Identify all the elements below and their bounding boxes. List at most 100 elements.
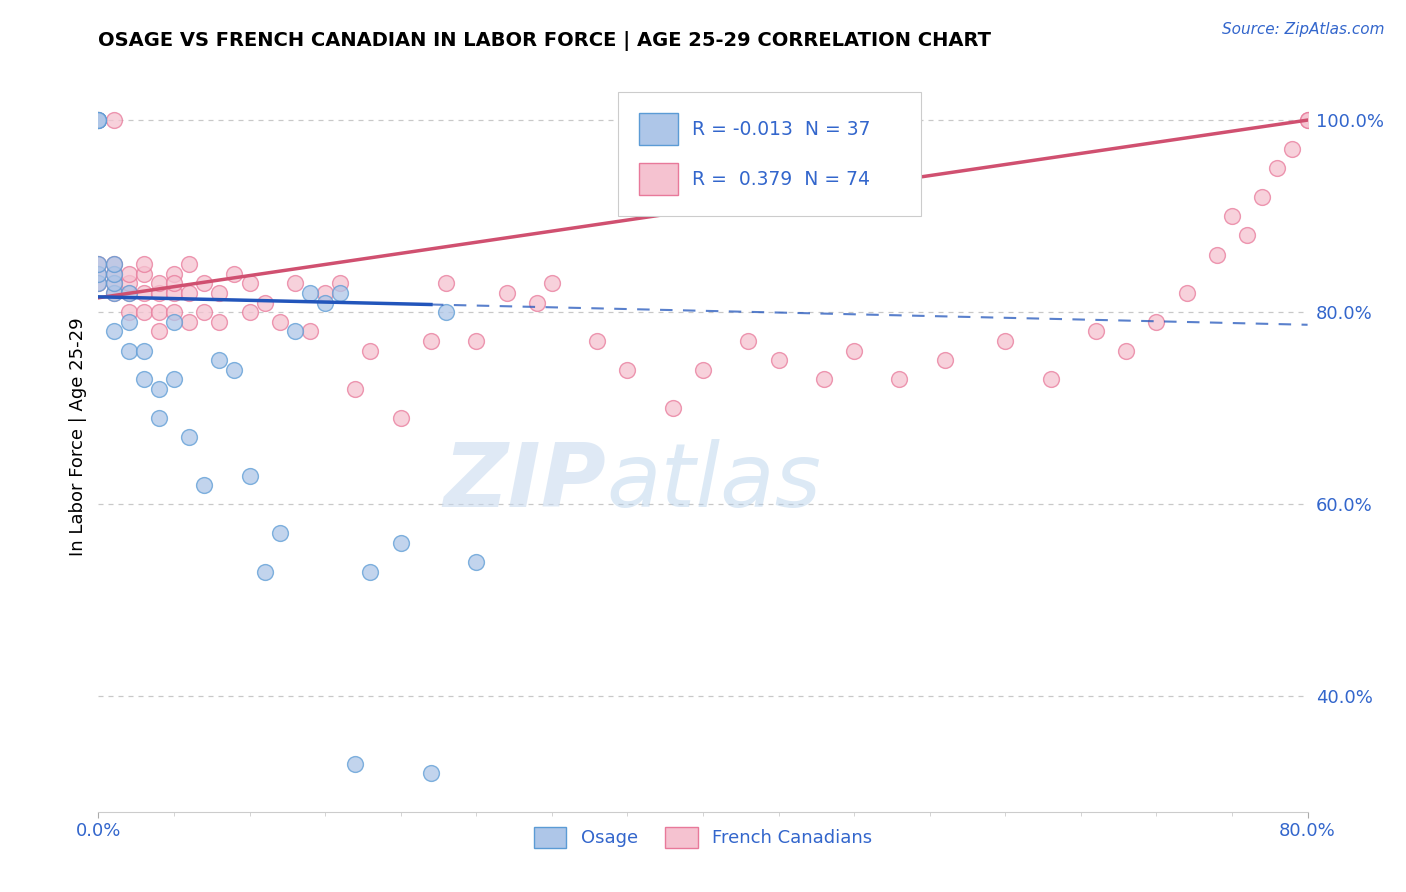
Point xyxy=(616,363,638,377)
Point xyxy=(87,113,110,128)
Point xyxy=(103,277,125,291)
Point xyxy=(208,353,231,368)
Point xyxy=(540,277,562,291)
Point xyxy=(87,257,110,271)
Point xyxy=(360,565,382,579)
Point xyxy=(329,285,352,300)
Point xyxy=(434,277,457,291)
Point xyxy=(661,401,683,416)
Point xyxy=(1251,190,1274,204)
Bar xyxy=(638,163,678,194)
Point xyxy=(118,305,141,319)
Point xyxy=(1296,113,1319,128)
Point xyxy=(132,372,155,386)
Point xyxy=(132,285,155,300)
Point xyxy=(889,372,911,386)
Point xyxy=(179,430,201,444)
Point xyxy=(1085,325,1108,339)
Point xyxy=(253,295,276,310)
Point xyxy=(118,315,141,329)
Point xyxy=(87,277,110,291)
Point xyxy=(269,526,291,541)
Point xyxy=(253,565,276,579)
Point xyxy=(103,267,125,281)
Point xyxy=(132,343,155,358)
Point xyxy=(768,353,790,368)
Point xyxy=(103,267,125,281)
Point xyxy=(87,267,110,281)
Point xyxy=(465,555,488,569)
Point xyxy=(934,353,956,368)
Text: ZIP: ZIP xyxy=(443,439,606,525)
Point xyxy=(1296,113,1319,128)
Point xyxy=(148,285,170,300)
Point xyxy=(1267,161,1289,175)
Point xyxy=(163,315,186,329)
FancyBboxPatch shape xyxy=(619,93,921,216)
Point xyxy=(132,305,155,319)
Point xyxy=(132,267,155,281)
Point xyxy=(103,325,125,339)
Point xyxy=(420,766,443,780)
Point xyxy=(163,277,186,291)
Point xyxy=(148,305,170,319)
Point xyxy=(193,305,215,319)
Point xyxy=(299,325,322,339)
Point xyxy=(193,277,215,291)
Point xyxy=(118,285,141,300)
Text: atlas: atlas xyxy=(606,439,821,525)
Point xyxy=(329,277,352,291)
Point xyxy=(269,315,291,329)
Point xyxy=(103,113,125,128)
Point xyxy=(103,285,125,300)
Point xyxy=(994,334,1017,348)
Point xyxy=(239,305,262,319)
Point xyxy=(344,382,367,396)
Point xyxy=(1115,343,1137,358)
Point xyxy=(87,113,110,128)
Point xyxy=(495,285,517,300)
Point xyxy=(692,363,714,377)
Point xyxy=(208,285,231,300)
Point xyxy=(148,277,170,291)
Point xyxy=(1039,372,1062,386)
Point xyxy=(148,410,170,425)
Point xyxy=(284,325,307,339)
Point xyxy=(1236,228,1258,243)
Point xyxy=(465,334,488,348)
Point xyxy=(179,315,201,329)
Point xyxy=(526,295,548,310)
Bar xyxy=(638,113,678,145)
Point xyxy=(163,372,186,386)
Point xyxy=(844,343,866,358)
Point xyxy=(389,410,412,425)
Point xyxy=(132,257,155,271)
Point xyxy=(87,113,110,128)
Point xyxy=(586,334,609,348)
Point xyxy=(87,257,110,271)
Point xyxy=(239,277,262,291)
Point xyxy=(179,285,201,300)
Point xyxy=(118,343,141,358)
Point xyxy=(179,257,201,271)
Point xyxy=(420,334,443,348)
Text: R =  0.379  N = 74: R = 0.379 N = 74 xyxy=(692,169,870,188)
Point xyxy=(389,535,412,549)
Point xyxy=(344,756,367,771)
Point xyxy=(737,334,759,348)
Point xyxy=(1281,142,1303,156)
Point xyxy=(239,468,262,483)
Point xyxy=(118,285,141,300)
Point xyxy=(434,305,457,319)
Point xyxy=(103,257,125,271)
Point xyxy=(1144,315,1167,329)
Point xyxy=(148,382,170,396)
Point xyxy=(103,257,125,271)
Point xyxy=(87,113,110,128)
Point xyxy=(103,285,125,300)
Point xyxy=(1206,247,1229,261)
Y-axis label: In Labor Force | Age 25-29: In Labor Force | Age 25-29 xyxy=(69,318,87,557)
Point xyxy=(314,295,336,310)
Legend: Osage, French Canadians: Osage, French Canadians xyxy=(527,820,879,855)
Text: R = -0.013  N = 37: R = -0.013 N = 37 xyxy=(692,120,870,138)
